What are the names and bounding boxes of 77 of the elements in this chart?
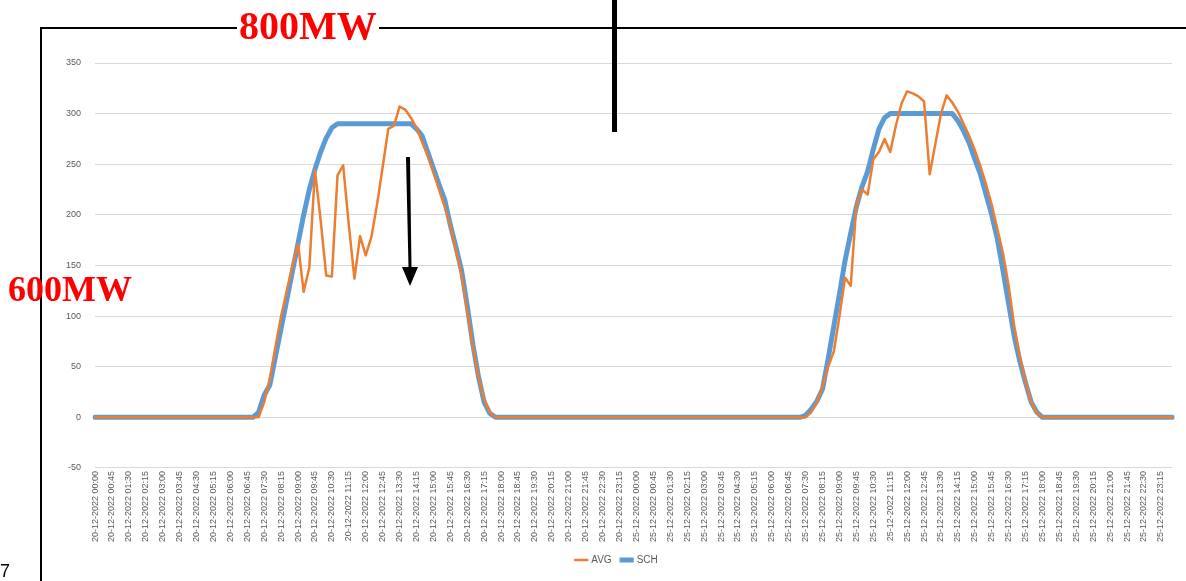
x-tick-label: 20-12-2022 12:45: [377, 470, 388, 542]
x-tick-label: 20-12-2022 03:45: [174, 470, 185, 542]
x-tick-label: 25-12-2022 16:30: [1003, 470, 1014, 542]
x-tick-label: 20-12-2022 00:45: [106, 470, 117, 542]
x-tick-label: 25-12-2022 23:15: [1155, 470, 1166, 542]
x-tick-label: 25-12-2022 03:00: [698, 470, 709, 542]
y-tick-label: 0: [76, 411, 82, 422]
x-tick-label: 20-12-2022 00:00: [89, 470, 100, 542]
x-tick-label: 20-12-2022 05:15: [207, 470, 218, 542]
x-tick-label: 25-12-2022 11:15: [884, 470, 895, 542]
y-tick-label: 150: [65, 259, 82, 270]
x-tick-label: 25-12-2022 15:45: [986, 470, 997, 542]
x-tick-label: 20-12-2022 11:15: [343, 470, 354, 542]
x-tick-label: 20-12-2022 07:30: [258, 470, 269, 542]
x-tick-label: 20-12-2022 18:45: [512, 470, 523, 542]
x-tick-label: 25-12-2022 13:30: [935, 470, 946, 542]
x-tick-label: 25-12-2022 07:30: [800, 470, 811, 542]
x-tick-label: 25-12-2022 09:45: [850, 470, 861, 542]
x-tick-label: 25-12-2022 09:00: [833, 470, 844, 542]
x-tick-label: 25-12-2022 20:15: [1087, 470, 1098, 542]
x-tick-label: 20-12-2022 21:45: [580, 470, 591, 542]
x-tick-label: 25-12-2022 21:45: [1121, 470, 1132, 542]
legend-label: AVG: [591, 553, 612, 565]
x-tick-label: 20-12-2022 03:00: [157, 470, 168, 542]
x-tick-label: 25-12-2022 19:30: [1070, 470, 1081, 542]
x-tick-label: 25-12-2022 22:30: [1138, 470, 1149, 542]
x-tick-label: 25-12-2022 00:45: [647, 470, 658, 542]
x-tick-label: 20-12-2022 01:30: [123, 470, 134, 542]
x-tick-label: 25-12-2022 18:45: [1053, 470, 1064, 542]
x-tick-label: 25-12-2022 17:15: [1020, 470, 1031, 542]
x-tick-label: 20-12-2022 09:00: [292, 470, 303, 542]
x-tick-label: 25-12-2022 12:00: [901, 470, 912, 542]
x-tick-label: 25-12-2022 04:30: [732, 470, 743, 542]
x-tick-label: 20-12-2022 15:45: [444, 470, 455, 542]
x-tick-label: 20-12-2022 19:30: [529, 470, 540, 542]
x-tick-label: 20-12-2022 12:00: [360, 470, 371, 542]
x-tick-label: 20-12-2022 22:30: [597, 470, 608, 542]
x-tick-label: 25-12-2022 01:30: [664, 470, 675, 542]
x-tick-label: 20-12-2022 02:15: [140, 470, 151, 542]
x-tick-label: 25-12-2022 18:00: [1036, 470, 1047, 542]
x-tick-label: 20-12-2022 06:45: [241, 470, 252, 542]
x-tick-label: 20-12-2022 15:00: [427, 470, 438, 542]
x-tick-label: 25-12-2022 10:30: [867, 470, 878, 542]
x-tick-label: 25-12-2022 21:00: [1104, 470, 1115, 542]
x-tick-label: 20-12-2022 09:45: [309, 470, 320, 542]
text: 800MW: [237, 3, 379, 48]
x-tick-label: 20-12-2022 13:30: [394, 470, 405, 542]
text: 7: [0, 561, 11, 581]
x-tick-label: 20-12-2022 04:30: [191, 470, 202, 542]
x-tick-label: 20-12-2022 23:15: [613, 470, 624, 542]
x-tick-label: 20-12-2022 06:00: [224, 470, 235, 542]
legend-label: SCH: [636, 553, 658, 565]
x-tick-label: 20-12-2022 21:00: [563, 470, 574, 542]
y-tick-label: 350: [65, 57, 82, 68]
x-tick-label: 25-12-2022 02:15: [681, 470, 692, 542]
x-tick-label: 20-12-2022 16:30: [461, 470, 472, 542]
y-tick-label: 50: [71, 361, 82, 372]
x-tick-label: 25-12-2022 05:15: [749, 470, 760, 542]
x-tick-label: 25-12-2022 03:45: [715, 470, 726, 542]
y-tick-label: 200: [65, 209, 82, 220]
x-tick-label: 20-12-2022 08:15: [275, 470, 286, 542]
x-tick-label: 20-12-2022 14:15: [410, 470, 421, 542]
x-tick-label: 25-12-2022 00:00: [630, 470, 641, 542]
x-tick-label: 25-12-2022 12:45: [918, 470, 929, 542]
y-tick-label: -50: [68, 462, 82, 473]
x-tick-label: 25-12-2022 06:00: [766, 470, 777, 542]
x-tick-label: 25-12-2022 14:15: [952, 470, 963, 542]
y-tick-label: 250: [65, 158, 82, 169]
x-tick-label: 20-12-2022 17:15: [478, 470, 489, 542]
x-tick-label: 20-12-2022 10:30: [326, 470, 337, 542]
x-tick-label: 25-12-2022 06:45: [783, 470, 794, 542]
y-tick-label: 100: [65, 310, 82, 321]
x-tick-label: 25-12-2022 15:00: [969, 470, 980, 542]
x-tick-label: 20-12-2022 18:00: [495, 470, 506, 542]
y-tick-label: 300: [65, 108, 82, 119]
x-tick-label: 25-12-2022 08:15: [817, 470, 828, 542]
x-tick-label: 20-12-2022 20:15: [546, 470, 557, 542]
